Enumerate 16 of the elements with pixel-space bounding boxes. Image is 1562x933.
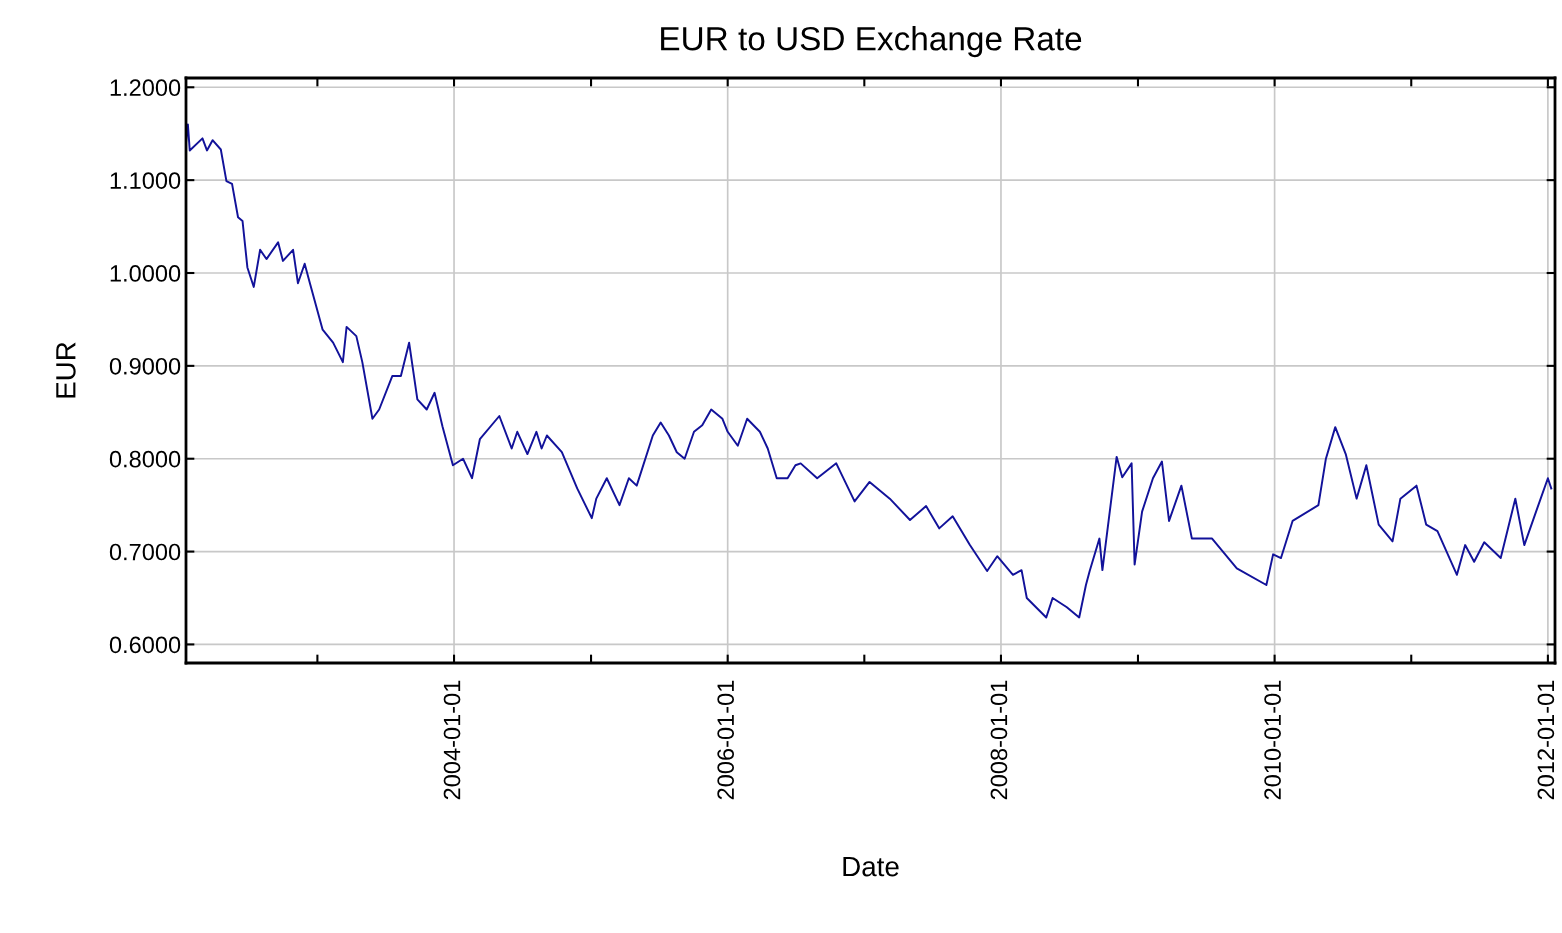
x-tick-label: 2004-01-01 bbox=[443, 680, 461, 800]
chart-title: EUR to USD Exchange Rate bbox=[661, 26, 1082, 58]
y-tick-label: 0.8000 bbox=[109, 450, 181, 468]
y-tick-label: 0.7000 bbox=[109, 543, 181, 561]
x-tick-label: 2010-01-01 bbox=[1264, 680, 1281, 800]
x-tick-label: 2012-01-01 bbox=[1537, 680, 1555, 800]
y-tick-label: 1.0000 bbox=[110, 265, 181, 282]
x-axis-title: Date bbox=[843, 857, 899, 877]
line-series bbox=[186, 123, 1553, 619]
x-tick-label: 2008-01-01 bbox=[990, 680, 1008, 800]
y-tick-label: 0.6000 bbox=[109, 636, 181, 654]
y-tick-label: 1.1000 bbox=[110, 172, 181, 189]
x-tick-label: 2006-01-01 bbox=[717, 680, 735, 800]
y-tick-label: 1.2000 bbox=[110, 79, 181, 97]
y-tick-label: 0.9000 bbox=[109, 357, 181, 375]
y-axis-title: EUR bbox=[56, 342, 76, 398]
